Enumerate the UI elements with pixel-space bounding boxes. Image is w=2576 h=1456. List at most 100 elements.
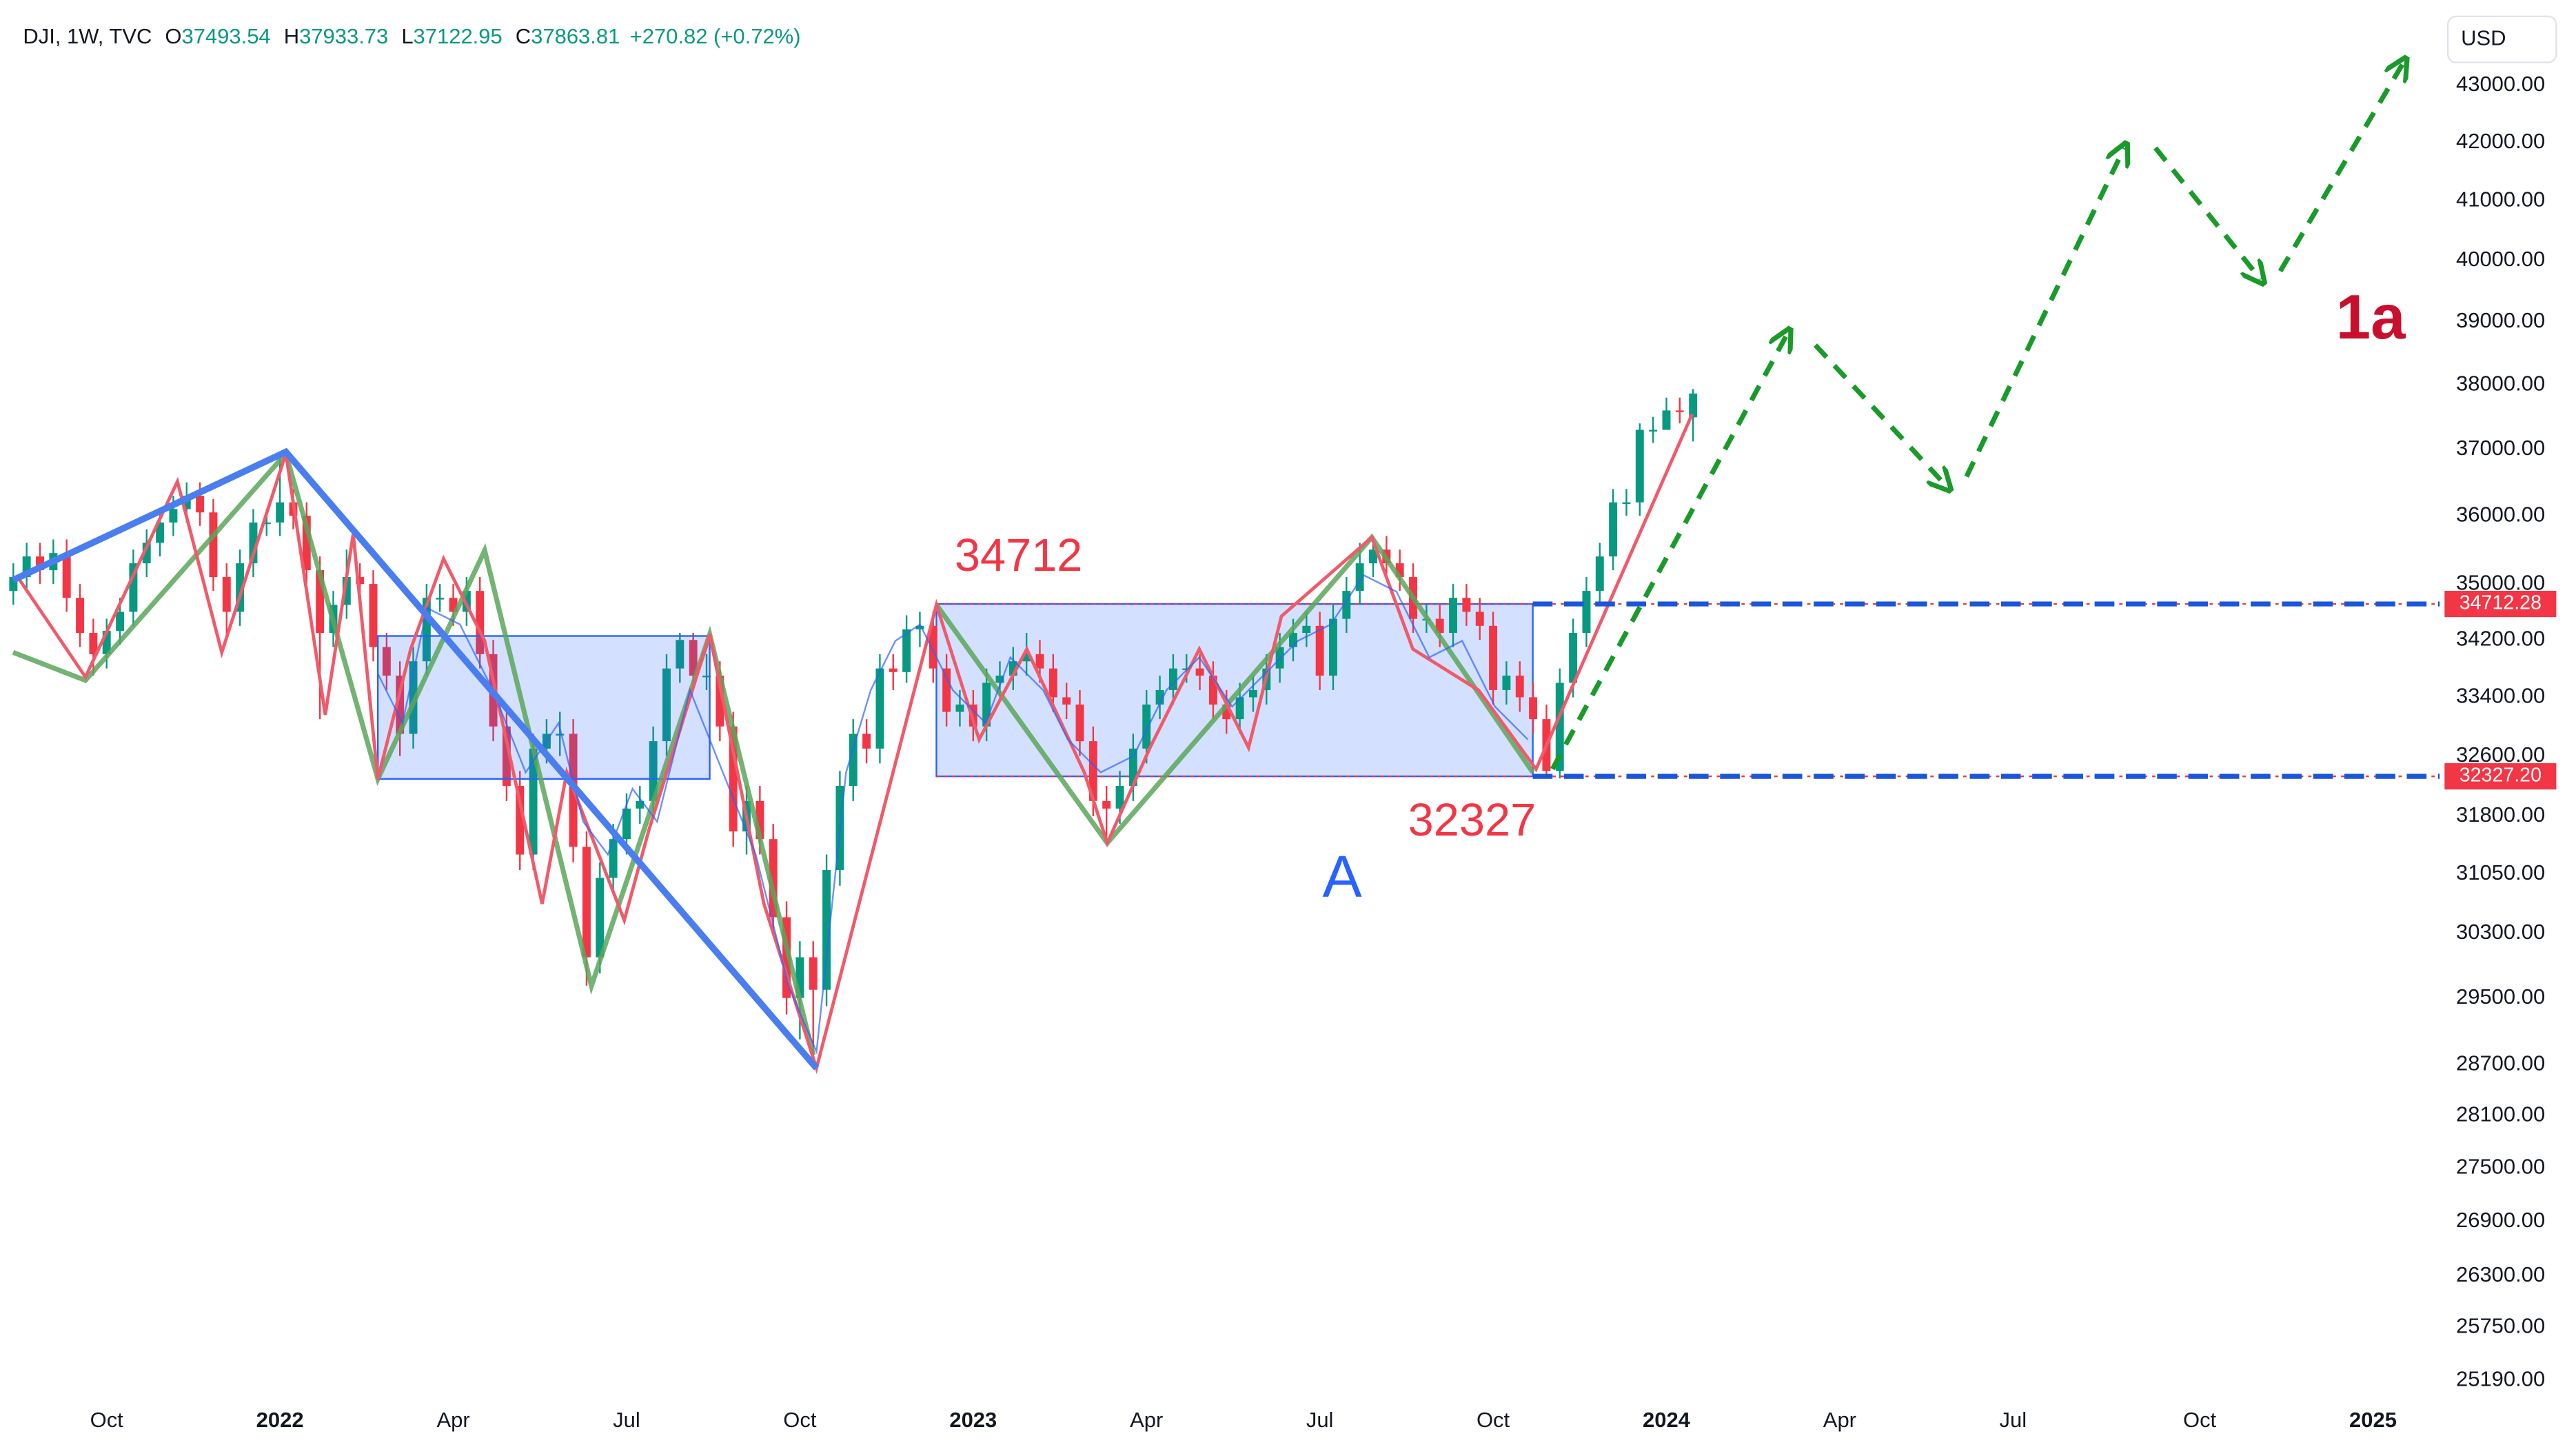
y-tick-label: 25190.00 <box>2456 1367 2545 1391</box>
candle-body <box>449 598 458 612</box>
range-box <box>376 635 711 780</box>
y-tick-label: 25750.00 <box>2456 1313 2545 1337</box>
candle-body <box>1622 502 1631 505</box>
ohlc-value: 37863.81 <box>531 24 620 48</box>
candle-body <box>716 676 724 727</box>
y-tick-label: 28100.00 <box>2456 1102 2545 1126</box>
projection-leg <box>1964 148 2124 478</box>
candle-body <box>1569 633 1578 683</box>
candle-body <box>1275 647 1284 669</box>
candle-body <box>702 676 711 678</box>
annotation: 34712 <box>955 530 1083 581</box>
x-tick-label: 2024 <box>1643 1408 1691 1432</box>
candle-body <box>995 676 1004 683</box>
y-tick-label: 38000.00 <box>2456 371 2545 395</box>
candle-body <box>1302 625 1311 634</box>
candle-body <box>1168 668 1177 690</box>
candle-body <box>129 563 138 612</box>
candle-body <box>89 633 98 654</box>
candle-body <box>689 640 698 676</box>
x-tick-label: Oct <box>2183 1408 2217 1432</box>
drawings <box>12 63 2404 1075</box>
candle-body <box>422 598 431 662</box>
y-tick-label: 33400.00 <box>2456 684 2545 708</box>
candle-body <box>36 556 44 571</box>
projection-leg <box>1550 334 1787 771</box>
candle-body <box>596 878 605 958</box>
candle-body <box>982 682 991 727</box>
candle-body <box>76 598 84 634</box>
candle-body <box>62 553 71 598</box>
candle-body <box>22 556 31 578</box>
y-tick-label: 41000.00 <box>2456 187 2545 211</box>
candle-body <box>609 839 618 878</box>
price-tag <box>2444 763 2557 790</box>
candle-body <box>1462 598 1471 612</box>
x-tick-label: 2023 <box>949 1408 997 1432</box>
y-tick-label: 28700.00 <box>2456 1051 2545 1075</box>
candle-body <box>1329 618 1337 676</box>
annotation: A <box>1323 843 1363 909</box>
candle-body <box>582 847 591 958</box>
candle-body <box>9 577 18 592</box>
y-tick-label: 42000.00 <box>2456 129 2545 153</box>
candle-body <box>182 495 191 509</box>
candle-body <box>1035 654 1044 669</box>
y-tick-label: 43000.00 <box>2456 72 2545 96</box>
candle-body <box>262 522 271 525</box>
candle-body <box>1342 591 1351 619</box>
y-tick-label: 35000.00 <box>2456 570 2545 594</box>
y-tick-label: 31050.00 <box>2456 860 2545 884</box>
candle-body <box>849 734 858 786</box>
zigzag-red <box>14 413 1694 1075</box>
candle-body <box>1022 654 1031 662</box>
zigzag-blue <box>12 447 820 1071</box>
candle-body <box>769 839 778 918</box>
candle-body <box>662 668 671 742</box>
candle-body <box>636 800 645 809</box>
currency[interactable]: USD <box>2461 26 2506 50</box>
y-tick-label: 26900.00 <box>2456 1208 2545 1232</box>
candle-body <box>116 611 125 631</box>
candle-body <box>782 917 791 998</box>
header: DJI, 1W, TVC O37493.54 H37933.73 L37122.95 C… <box>23 24 800 48</box>
x-tick-label: Apr <box>1823 1408 1856 1432</box>
candle-body <box>529 748 538 855</box>
candle-body <box>862 734 871 749</box>
candle-body <box>1102 800 1111 809</box>
candle-body <box>729 726 738 832</box>
y-tick-label: 36000.00 <box>2456 502 2545 526</box>
candle-body <box>369 584 378 647</box>
projection-leg <box>1813 343 1947 487</box>
change: +270.82 (+0.72%) <box>630 24 801 48</box>
candle-body <box>1635 429 1644 503</box>
candle-body <box>342 577 351 605</box>
candle-body <box>516 785 525 855</box>
candle-body <box>676 640 684 669</box>
candle-body <box>915 625 924 629</box>
x-tick-label: Oct <box>90 1408 124 1432</box>
candle-body <box>222 577 231 612</box>
candle-body <box>1595 556 1604 592</box>
range-box <box>935 603 1534 778</box>
candle-body <box>795 957 804 998</box>
ohlc-value: 37933.73 <box>299 24 388 48</box>
y-tick-label: 34200.00 <box>2456 626 2545 650</box>
y-tick-label: 40000.00 <box>2456 247 2545 271</box>
candle-body <box>502 726 511 786</box>
candle-body <box>156 522 165 543</box>
projection-leg <box>2153 146 2261 280</box>
candle-body <box>955 704 964 712</box>
candle-body <box>1475 611 1484 626</box>
currency-box[interactable] <box>2446 15 2557 63</box>
candle-body <box>1369 549 1377 564</box>
candle-body <box>102 630 111 654</box>
plot <box>9 389 2440 1065</box>
candle-body <box>1075 704 1084 742</box>
x-tick-label: 2022 <box>256 1408 304 1432</box>
candle-body <box>1155 689 1164 705</box>
candle-body <box>755 800 764 840</box>
y-tick-label: 39000.00 <box>2456 308 2545 332</box>
candle-body <box>622 808 631 840</box>
candle-body <box>1502 676 1511 690</box>
